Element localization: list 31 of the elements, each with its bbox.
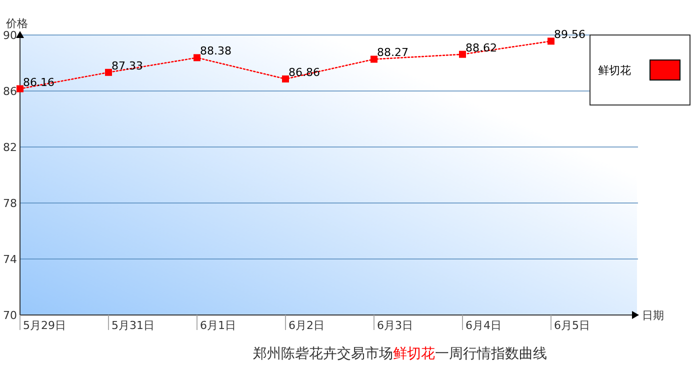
text: 郑州陈砦花卉交易市场鲜切花一周行情指数曲线 (253, 346, 547, 362)
data-label: 88.38 (200, 44, 232, 58)
y-tick-label: 78 (3, 197, 17, 210)
data-label: 88.27 (377, 46, 408, 60)
x-tick-label: 5月29日 (23, 319, 66, 332)
data-label: 86.86 (288, 66, 320, 79)
x-tick-label: 6月5日 (554, 319, 590, 332)
y-tick-label: 90 (3, 29, 17, 42)
y-tick-label: 82 (3, 141, 17, 154)
data-label: 86.16 (23, 76, 54, 89)
y-tick-label: 86 (3, 85, 17, 98)
y-tick-label: 70 (3, 309, 17, 322)
point (370, 56, 378, 63)
x-axis-title: 日期 (642, 309, 664, 322)
x-tick-label: 5月31日 (112, 319, 154, 332)
data-label: 88.62 (466, 41, 497, 54)
y-axis-title: 价格 (5, 17, 28, 30)
data-label: 89.56 (554, 28, 586, 42)
y-tick-label: 74 (3, 253, 17, 266)
x-tick-label: 6月2日 (288, 319, 324, 332)
point (194, 54, 200, 62)
x-tick-label: 6月3日 (377, 319, 413, 332)
legend-label: 鲜切花 (598, 64, 631, 77)
point (105, 68, 112, 76)
data-label: 87.33 (112, 59, 143, 72)
x-tick-label: 6月1日 (200, 319, 236, 332)
point (459, 50, 466, 58)
point (16, 85, 24, 92)
point (282, 75, 289, 82)
x-tick-label: 6月4日 (466, 319, 502, 332)
point (548, 38, 554, 45)
